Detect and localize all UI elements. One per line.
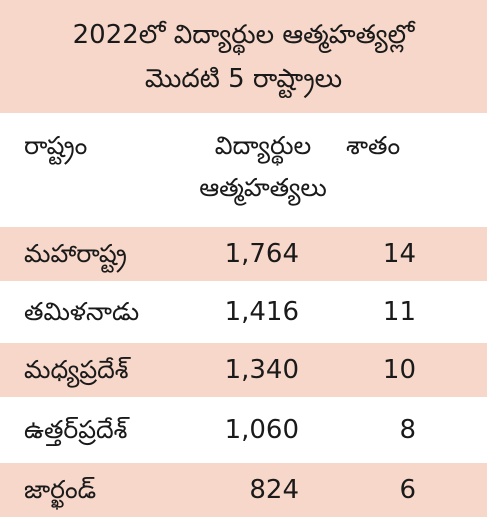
table-row: మహారాష్ట్ర 1,764 14 <box>0 227 487 281</box>
table-row: తమిళనాడు 1,416 11 <box>0 285 487 339</box>
table-row: ఉత్తర్‌ప్రదేశ్ 1,060 8 <box>0 403 487 457</box>
title-line-1: 2022లో విద్యార్థుల ఆత్మహత్యల్లో <box>72 19 415 50</box>
row-percent: 8 <box>399 415 416 445</box>
row-count: 1,340 <box>224 355 299 385</box>
row-count: 1,416 <box>224 297 299 327</box>
header-count-line-1: విద్యార్థుల <box>214 131 312 160</box>
row-count: 824 <box>249 475 299 505</box>
row-state: మహారాష్ట్ర <box>24 239 127 268</box>
row-state: జార్ఖండ్ <box>24 475 97 504</box>
table-row: జార్ఖండ్ 824 6 <box>0 463 487 517</box>
title-line-2: మొదటి 5 రాష్ట్రాలు <box>144 63 343 94</box>
header-percent: శాతం <box>346 131 401 160</box>
header-state: రాష్ట్రం <box>24 131 88 160</box>
table-row: మధ్యప్రదేశ్ 1,340 10 <box>0 343 487 397</box>
row-state: ఉత్తర్‌ప్రదేశ్ <box>24 415 128 444</box>
table-title: 2022లో విద్యార్థుల ఆత్మహత్యల్లో మొదటి 5 … <box>0 0 487 113</box>
row-count: 1,764 <box>224 239 299 269</box>
row-percent: 10 <box>382 355 416 385</box>
row-state: తమిళనాడు <box>24 297 140 326</box>
row-count: 1,060 <box>224 415 299 445</box>
table-header-row: రాష్ట్రం విద్యార్థుల ఆత్మహత్యలు శాతం <box>0 113 487 227</box>
row-percent: 11 <box>382 297 416 327</box>
row-percent: 6 <box>399 475 416 505</box>
header-student-suicides: విద్యార్థుల ఆత్మహత్యలు <box>188 125 338 209</box>
header-count-line-2: ఆత్మహత్యలు <box>199 173 327 202</box>
row-state: మధ్యప్రదేశ్ <box>24 355 129 384</box>
row-percent: 14 <box>382 239 416 269</box>
